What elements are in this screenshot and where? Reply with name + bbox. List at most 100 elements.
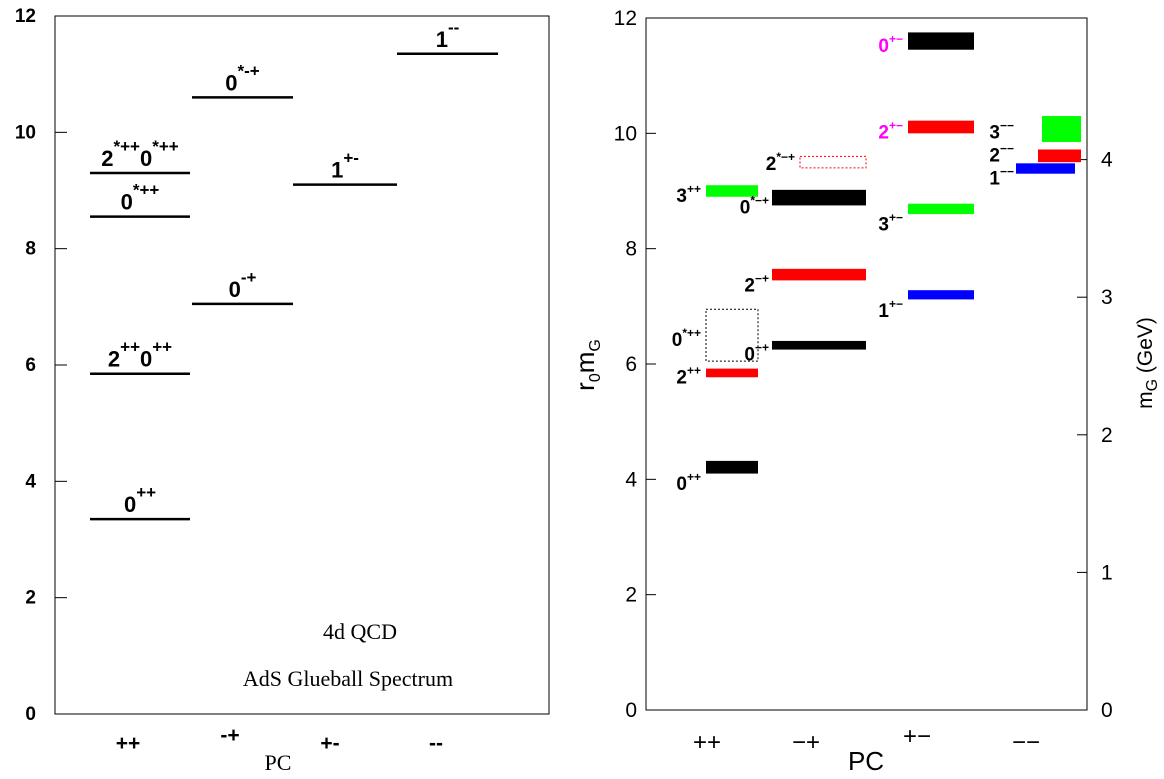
left-annotation-line-1: 4d QCD [323, 619, 397, 644]
right-y-axis-title: r0mG [570, 339, 604, 391]
glueball-state-label: 0++ [676, 470, 701, 495]
right-y-tick-label: 0 [625, 699, 637, 722]
ylabel-right-m: m [1134, 391, 1157, 409]
glueball-state-label: 2−− [989, 142, 1014, 167]
state-label-spin: 3 [878, 215, 889, 236]
state-label-spin: 2 [766, 154, 777, 175]
state-label-pc: ++ [687, 182, 701, 196]
glueball-state-label: 1+− [878, 297, 903, 322]
right-secondary-y-tick-label: 0 [1101, 699, 1113, 722]
state-label-spin: 1 [989, 169, 1000, 190]
left-y-axis-ticks: 0 2 4 6 8 10 12 [15, 6, 67, 725]
left-x-category-labels: ++ -+ +- -- [116, 724, 443, 755]
svg-text:r0mG: r0mG [570, 339, 604, 391]
left-level-label: 1-- [436, 18, 460, 52]
glueball-state-label: 3++ [676, 182, 701, 207]
left-x-category-label: +- [320, 732, 339, 755]
glueball-state-label: 2−+ [744, 271, 769, 296]
left-level-label: 0*-+ [225, 61, 260, 95]
level-label-pc: *++ [152, 137, 179, 156]
state-label-spin: 3 [676, 186, 687, 207]
state-label-spin: 2 [676, 368, 687, 389]
glueball-state-label: 3+− [878, 211, 903, 236]
glueball-state-label: 1−− [989, 165, 1014, 190]
left-level-label: 0*++ [121, 181, 160, 215]
left-x-category-label: -- [429, 732, 443, 755]
glueball-state-box [706, 368, 758, 378]
glueball-state-box [705, 308, 759, 362]
state-label-pc: −+ [755, 340, 769, 354]
glueball-state-label: 2*−+ [766, 150, 795, 175]
state-label-pc: −− [1000, 165, 1014, 179]
right-plot-frame [645, 17, 1088, 711]
ylabel-r: r [570, 382, 600, 391]
right-x-category-label: −+ [792, 729, 820, 756]
left-level-label: 1+- [331, 149, 359, 183]
ylabel-m: m [570, 352, 600, 374]
state-label-pc: ++ [687, 364, 701, 378]
state-label-spin: 0 [744, 344, 755, 365]
glueball-state-label: 0*−+ [740, 193, 769, 218]
right-y-tick-label: 6 [625, 353, 637, 376]
state-label-pc: *−+ [750, 193, 769, 207]
state-label-pc: +− [889, 297, 903, 311]
glueball-state-label: 0−+ [744, 340, 769, 365]
right-y-axis-ticks: 0 2 4 6 8 10 12 [614, 7, 656, 722]
glueball-state-label: 0+− [878, 32, 903, 57]
left-level-label: 0-+ [229, 268, 257, 302]
state-label-pc: +− [889, 32, 903, 46]
state-label-pc: +− [889, 118, 903, 132]
glueball-state-box [772, 268, 866, 281]
state-label-spin: 0 [676, 474, 687, 495]
left-y-tick-label: 6 [25, 355, 36, 376]
state-label-spin: 0 [878, 36, 889, 57]
level-label-pc: *++ [114, 137, 141, 156]
right-x-category-label: ++ [693, 729, 721, 756]
state-label-spin: 2 [744, 275, 755, 296]
ylabel-right-sub-G: G [1144, 379, 1161, 391]
glueball-state-label: 2++ [676, 364, 701, 389]
glueball-state-box [908, 290, 974, 300]
left-y-tick-label: 10 [15, 122, 36, 143]
level-label-spin: 1 [436, 27, 448, 52]
level-label-pc: *++ [133, 181, 160, 200]
right-y-tick-label: 2 [625, 584, 637, 607]
ylabel-sub-G: G [587, 339, 604, 351]
glueball-state-box [772, 340, 866, 350]
level-label-spin: 2 [108, 347, 120, 372]
level-label-spin: 0 [124, 492, 136, 517]
left-level-label: 2++0++ [108, 338, 172, 372]
glueball-state-box [1042, 116, 1081, 142]
level-label-spin: 0 [229, 277, 241, 302]
left-y-tick-label: 12 [15, 6, 36, 27]
glueball-state-box [908, 120, 974, 134]
level-label-spin: 1 [331, 158, 343, 183]
state-label-spin: 0 [672, 330, 683, 351]
glueball-state-label: 3−− [989, 118, 1014, 143]
right-y-tick-label: 4 [625, 468, 637, 491]
svg-text:mG (GeV): mG (GeV) [1134, 317, 1161, 409]
left-y-tick-label: 8 [25, 239, 36, 260]
level-label-spin: 0 [225, 70, 237, 95]
left-plot-frame [54, 15, 550, 715]
level-label-pc: ++ [120, 338, 140, 357]
right-x-axis-title: PC [848, 746, 884, 776]
state-label-spin: 2 [878, 122, 889, 143]
level-label-spin: 0 [121, 190, 133, 215]
level-label-pc: ++ [152, 338, 172, 357]
right-x-category-labels: ++ −+ +− −− [693, 723, 1040, 756]
left-x-category-label: -+ [220, 724, 239, 747]
glueball-state-box [908, 203, 974, 215]
right-x-category-label: +− [903, 723, 931, 750]
state-label-pc: +− [889, 211, 903, 225]
level-label-spin: 0 [140, 347, 152, 372]
glueball-state-box [772, 189, 866, 206]
level-label-pc: ++ [136, 483, 156, 502]
glueball-state-box [1016, 163, 1075, 174]
glueball-state-box [908, 32, 974, 50]
state-label-pc: −− [1000, 142, 1014, 156]
state-label-pc: *++ [682, 326, 701, 340]
level-label-spin: 0 [140, 146, 152, 171]
